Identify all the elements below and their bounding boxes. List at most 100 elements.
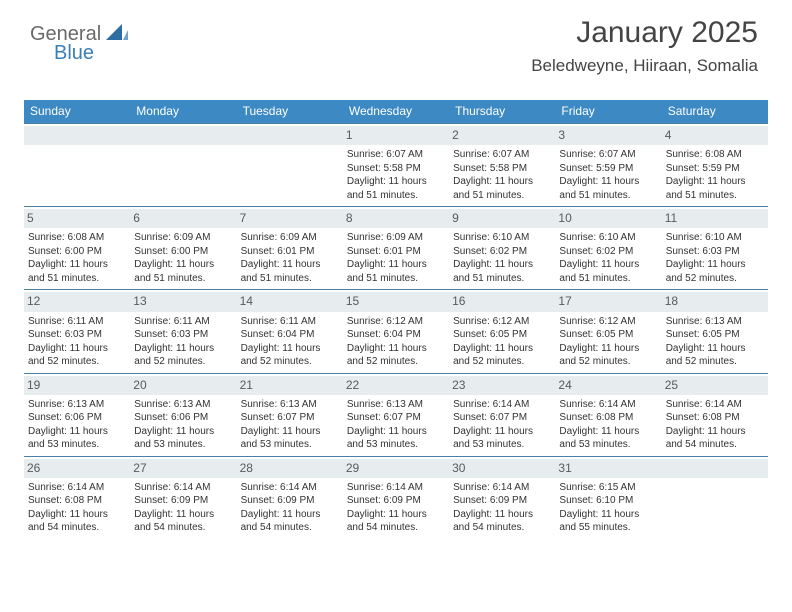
sunrise-line: Sunrise: 6:08 AM [666,148,764,162]
sunset-line: Sunset: 6:04 PM [347,328,445,342]
daylight-line: Daylight: 11 hours and 53 minutes. [241,425,339,452]
day-number: 4 [662,126,768,145]
sunset-line: Sunset: 5:59 PM [666,162,764,176]
daylight-line: Daylight: 11 hours and 54 minutes. [453,508,551,535]
sunset-line: Sunset: 6:06 PM [134,411,232,425]
calendar-day-cell [24,124,130,206]
sunrise-line: Sunrise: 6:14 AM [28,481,126,495]
day-number: 21 [237,376,343,395]
calendar-table: SundayMondayTuesdayWednesdayThursdayFrid… [24,100,768,539]
daylight-line: Daylight: 11 hours and 53 minutes. [347,425,445,452]
daylight-line: Daylight: 11 hours and 54 minutes. [28,508,126,535]
calendar-day-cell: 23Sunrise: 6:14 AMSunset: 6:07 PMDayligh… [449,374,555,456]
sunrise-line: Sunrise: 6:09 AM [241,231,339,245]
sunrise-line: Sunrise: 6:14 AM [134,481,232,495]
day-number: 23 [449,376,555,395]
day-number: 1 [343,126,449,145]
calendar-day-cell: 17Sunrise: 6:12 AMSunset: 6:05 PMDayligh… [555,290,661,372]
day-number: 10 [555,209,661,228]
daylight-line: Daylight: 11 hours and 51 minutes. [347,175,445,202]
daylight-line: Daylight: 11 hours and 53 minutes. [559,425,657,452]
sunset-line: Sunset: 6:08 PM [666,411,764,425]
daylight-line: Daylight: 11 hours and 52 minutes. [559,342,657,369]
day-number: 20 [130,376,236,395]
daylight-line: Daylight: 11 hours and 52 minutes. [241,342,339,369]
day-number: 25 [662,376,768,395]
daylight-line: Daylight: 11 hours and 53 minutes. [134,425,232,452]
calendar-day-cell: 20 Sunrise: 6:13 AMSunset: 6:06 PMDayligh… [130,374,236,456]
sunrise-line: Sunrise: 6:11 AM [241,315,339,329]
calendar-header-cell: Monday [130,100,236,123]
day-number: 13 [130,292,236,311]
daylight-line: Daylight: 11 hours and 51 minutes. [559,258,657,285]
sunset-line: Sunset: 6:07 PM [453,411,551,425]
sunset-line: Sunset: 6:07 PM [347,411,445,425]
daylight-line: Daylight: 11 hours and 53 minutes. [28,425,126,452]
calendar-day-cell: 6Sunrise: 6:09 AMSunset: 6:00 PMDaylight… [130,207,236,289]
daylight-line: Daylight: 11 hours and 52 minutes. [666,258,764,285]
sunrise-line: Sunrise: 6:08 AM [28,231,126,245]
calendar-week-row: 1Sunrise: 6:07 AMSunset: 5:58 PMDaylight… [24,123,768,206]
daylight-line: Daylight: 11 hours and 52 minutes. [134,342,232,369]
calendar-week-row: 12Sunrise: 6:11 AMSunset: 6:03 PMDayligh… [24,289,768,372]
sunset-line: Sunset: 5:58 PM [453,162,551,176]
sunset-line: Sunset: 6:06 PM [28,411,126,425]
day-number: 5 [24,209,130,228]
calendar-header-cell: Saturday [662,100,768,123]
sunset-line: Sunset: 6:09 PM [347,494,445,508]
sunset-line: Sunset: 6:05 PM [453,328,551,342]
sunrise-line: Sunrise: 6:12 AM [453,315,551,329]
calendar-day-cell: 1Sunrise: 6:07 AMSunset: 5:58 PMDaylight… [343,124,449,206]
daylight-line: Daylight: 11 hours and 54 minutes. [666,425,764,452]
calendar-header-row: SundayMondayTuesdayWednesdayThursdayFrid… [24,100,768,123]
sunset-line: Sunset: 6:05 PM [559,328,657,342]
calendar-day-cell: 24Sunrise: 6:14 AMSunset: 6:08 PMDayligh… [555,374,661,456]
daylight-line: Daylight: 11 hours and 54 minutes. [241,508,339,535]
day-number: 29 [343,459,449,478]
day-number: 22 [343,376,449,395]
sunrise-line: Sunrise: 6:14 AM [666,398,764,412]
daylight-line: Daylight: 11 hours and 51 minutes. [453,258,551,285]
calendar-day-cell: 11Sunrise: 6:10 AMSunset: 6:03 PMDayligh… [662,207,768,289]
calendar-day-cell: 9Sunrise: 6:10 AMSunset: 6:02 PMDaylight… [449,207,555,289]
calendar-day-cell: 19Sunrise: 6:13 AMSunset: 6:06 PMDayligh… [24,374,130,456]
calendar-day-cell [237,124,343,206]
calendar-day-cell: 27Sunrise: 6:14 AMSunset: 6:09 PMDayligh… [130,457,236,539]
daylight-line: Daylight: 11 hours and 52 minutes. [347,342,445,369]
sunrise-line: Sunrise: 6:13 AM [28,398,126,412]
day-number: 14 [237,292,343,311]
calendar-week-row: 26Sunrise: 6:14 AMSunset: 6:08 PMDayligh… [24,456,768,539]
day-number: 28 [237,459,343,478]
calendar-body: 1Sunrise: 6:07 AMSunset: 5:58 PMDaylight… [24,123,768,539]
sunrise-line: Sunrise: 6:14 AM [453,398,551,412]
page-title: January 2025 [576,16,758,50]
day-number-empty [130,126,236,145]
sunrise-line: Sunrise: 6:13 AM [134,398,232,412]
calendar-header-cell: Thursday [449,100,555,123]
sunrise-line: Sunrise: 6:14 AM [559,398,657,412]
calendar-week-row: 19Sunrise: 6:13 AMSunset: 6:06 PMDayligh… [24,373,768,456]
sunrise-line: Sunrise: 6:07 AM [347,148,445,162]
calendar-day-cell: 31Sunrise: 6:15 AMSunset: 6:10 PMDayligh… [555,457,661,539]
daylight-line: Daylight: 11 hours and 52 minutes. [666,342,764,369]
daylight-line: Daylight: 11 hours and 51 minutes. [666,175,764,202]
sunset-line: Sunset: 6:07 PM [241,411,339,425]
sunrise-line: Sunrise: 6:09 AM [134,231,232,245]
sunset-line: Sunset: 6:10 PM [559,494,657,508]
calendar-day-cell: 30Sunrise: 6:14 AMSunset: 6:09 PMDayligh… [449,457,555,539]
sunset-line: Sunset: 5:59 PM [559,162,657,176]
sunrise-line: Sunrise: 6:14 AM [241,481,339,495]
day-number: 7 [237,209,343,228]
calendar-day-cell: 12Sunrise: 6:11 AMSunset: 6:03 PMDayligh… [24,290,130,372]
sunset-line: Sunset: 6:01 PM [347,245,445,259]
sunrise-line: Sunrise: 6:14 AM [347,481,445,495]
sunset-line: Sunset: 6:02 PM [559,245,657,259]
sunrise-line: Sunrise: 6:15 AM [559,481,657,495]
daylight-line: Daylight: 11 hours and 51 minutes. [134,258,232,285]
day-number: 17 [555,292,661,311]
daylight-line: Daylight: 11 hours and 51 minutes. [453,175,551,202]
sunrise-line: Sunrise: 6:13 AM [666,315,764,329]
daylight-line: Daylight: 11 hours and 54 minutes. [134,508,232,535]
sunrise-line: Sunrise: 6:13 AM [347,398,445,412]
sunset-line: Sunset: 6:01 PM [241,245,339,259]
